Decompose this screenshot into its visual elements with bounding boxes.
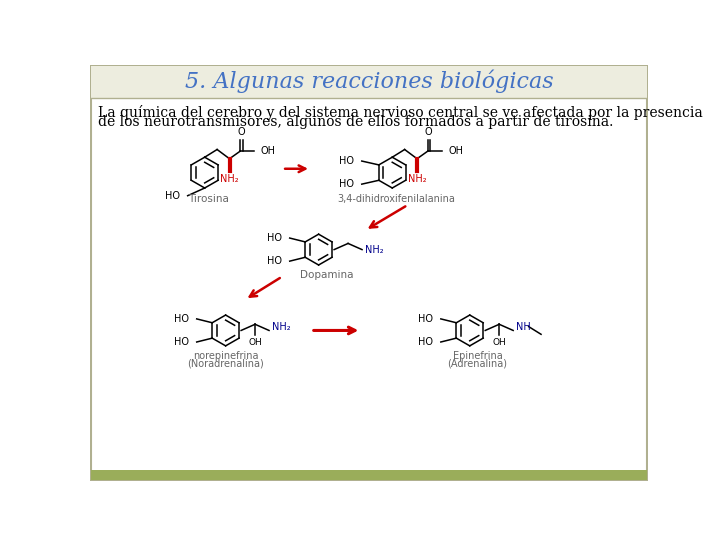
Text: HO: HO (339, 179, 354, 189)
Text: (Adrenalina): (Adrenalina) (448, 359, 508, 369)
Text: HO: HO (418, 337, 433, 347)
Text: OH: OH (448, 146, 463, 156)
Text: O: O (238, 127, 245, 137)
Text: (Noradrenalina): (Noradrenalina) (187, 359, 264, 369)
Text: La química del cerebro y del sistema nervioso central se ve afectada por la pres: La química del cerebro y del sistema ner… (98, 105, 703, 120)
FancyBboxPatch shape (91, 470, 647, 480)
Text: OH: OH (492, 338, 506, 347)
Text: NH₂: NH₂ (220, 174, 239, 184)
Text: NH₂: NH₂ (272, 322, 291, 332)
Text: Epinefrina: Epinefrina (453, 351, 503, 361)
FancyBboxPatch shape (91, 65, 647, 98)
Text: O: O (425, 127, 433, 137)
Text: HO: HO (267, 256, 282, 266)
Text: norepinefrina: norepinefrina (193, 351, 258, 361)
Text: 3,4-dihidroxifenilalanina: 3,4-dihidroxifenilalanina (337, 194, 455, 204)
Text: NH: NH (516, 322, 531, 332)
Text: OH: OH (248, 338, 262, 347)
Text: HO: HO (339, 156, 354, 166)
Text: HO: HO (174, 337, 189, 347)
Text: HO: HO (267, 233, 282, 243)
Text: NH₂: NH₂ (365, 245, 384, 254)
Text: Tirosina: Tirosina (188, 194, 229, 204)
Text: OH: OH (261, 146, 276, 156)
FancyBboxPatch shape (91, 65, 647, 480)
Text: HO: HO (174, 314, 189, 324)
Text: 5. Algunas reacciones biológicas: 5. Algunas reacciones biológicas (185, 70, 553, 93)
Text: HO: HO (418, 314, 433, 324)
Text: Dopamina: Dopamina (300, 270, 353, 280)
Text: NH₂: NH₂ (408, 174, 426, 184)
Text: de los neurotransmisores, algunos de ellos formados a partir de tirosina.: de los neurotransmisores, algunos de ell… (98, 115, 613, 129)
Text: HO: HO (165, 191, 180, 201)
